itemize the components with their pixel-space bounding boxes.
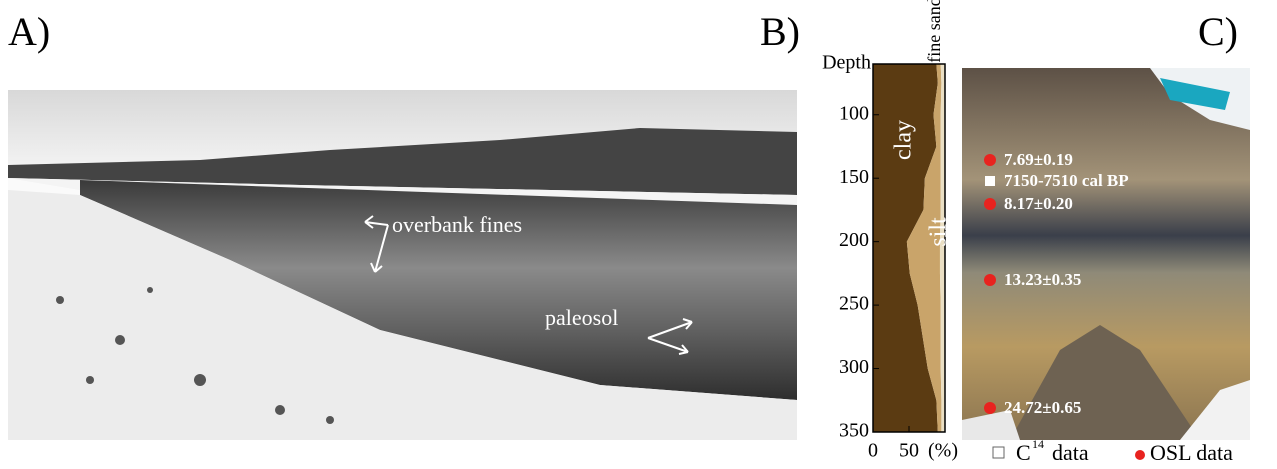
y-tick-label: 250 [839,293,869,315]
y-tick-label: 100 [839,102,869,124]
series-label: silt [926,217,952,247]
y-tick-label: 150 [839,166,869,188]
y-tick-label: 300 [839,356,869,378]
photo-a: overbank fines paleosol [8,90,797,440]
legend: C 14 data OSL data [993,437,1233,465]
osl-age: 13.23±0.35 [1004,270,1081,289]
x-tick-label: 50 [899,440,919,462]
annotation: paleosol [545,305,618,330]
panel-label: A) [8,9,50,54]
y-tick-label: 200 [839,229,869,251]
series-label: clay [891,120,917,160]
y-tick-label: 350 [839,420,869,442]
legend-swatch [993,447,1004,458]
legend-label: OSL data [1150,440,1233,465]
c14-age: 7150-7510 cal BP [1004,171,1129,190]
figure: A) B) C) overbank fines paleosol 7.69±0.… [0,0,1277,469]
x-axis-label: (%) [928,440,958,462]
x-tick-label: 0 [868,440,878,462]
legend-label: data [1052,440,1089,465]
osl-age: 7.69±0.19 [1004,150,1073,169]
panel-label: B) [760,9,800,54]
panel-label: C) [1198,9,1238,54]
series-label: fine sand [924,0,944,63]
legend-swatch [1135,450,1145,460]
photo-c: 7.69±0.19 7150-7510 cal BP 8.17±0.20 13.… [962,68,1250,440]
legend-label: C [1016,440,1031,465]
osl-age: 8.17±0.20 [1004,194,1073,213]
legend-label: 14 [1032,437,1044,451]
annotation: overbank fines [392,212,522,237]
osl-age: 24.72±0.65 [1004,398,1081,417]
y-axis-label: Depth [822,52,871,74]
